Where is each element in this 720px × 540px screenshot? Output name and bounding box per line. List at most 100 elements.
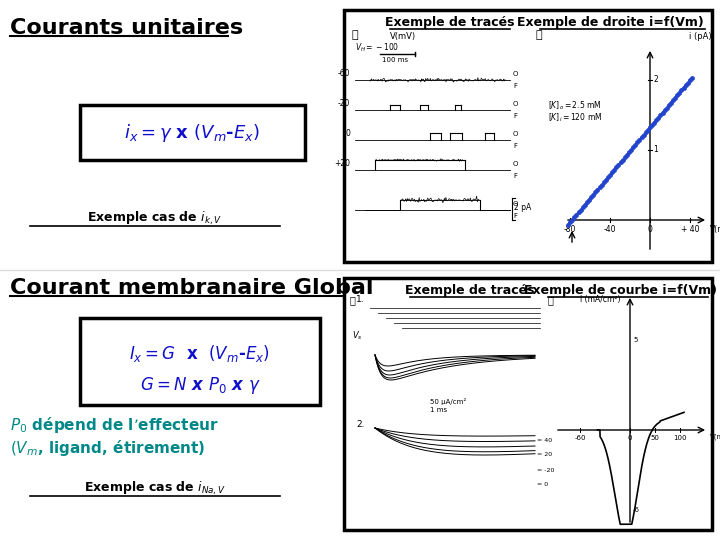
Point [665,98,677,107]
Text: = -20: = -20 [537,468,554,472]
Text: 0: 0 [628,435,632,441]
Text: V(mV): V(mV) [390,32,416,41]
Text: 1 ms: 1 ms [430,407,447,413]
Text: $G= N$ x $P_0$ x $\gamma$: $G= N$ x $P_0$ x $\gamma$ [140,375,261,396]
Text: V(mV): V(mV) [710,225,720,234]
Text: 0: 0 [647,225,652,234]
Point [642,126,654,134]
Text: O: O [513,101,518,107]
Text: -40: -40 [604,225,616,234]
Point [590,188,601,197]
Text: = 40: = 40 [537,437,552,442]
Text: F: F [513,173,517,179]
Point [647,120,658,129]
Text: F: F [513,143,517,149]
Text: Ⓑ: Ⓑ [535,30,541,40]
Text: 1: 1 [653,145,658,154]
Text: 5: 5 [633,337,637,343]
Text: V(mV): V(mV) [710,434,720,441]
Point [674,88,685,97]
Text: Ⓐ: Ⓐ [352,30,359,40]
Point [627,143,639,152]
Point [667,96,679,104]
Point [629,140,641,149]
Point [562,220,574,229]
Point [604,171,616,179]
Text: 50: 50 [651,435,660,441]
Point [564,218,576,227]
Text: $(V_m$, ligand, étirement): $(V_m$, ligand, étirement) [10,438,206,458]
Point [654,111,666,119]
Text: Exemple de droite i=f(Vm): Exemple de droite i=f(Vm) [517,16,703,29]
Text: F: F [513,83,517,89]
Text: Exemple de tracés: Exemple de tracés [405,284,535,297]
Text: Exemple cas de $i_{Na,V}$: Exemple cas de $i_{Na,V}$ [84,480,226,497]
Point [571,211,582,219]
Point [686,73,698,82]
Text: 50 μA/cm²: 50 μA/cm² [430,398,467,405]
Point [569,213,580,221]
Text: Courants unitaires: Courants unitaires [10,18,243,38]
Point [682,78,693,87]
Point [567,215,578,224]
Point [613,160,624,169]
Text: -60: -60 [338,69,350,78]
Text: 1.: 1. [356,295,364,304]
Bar [344,10,712,262]
Point [579,200,590,209]
Bar [344,278,712,530]
Text: + 40: + 40 [680,225,699,234]
Point [577,203,588,212]
Point [600,176,611,184]
Point [672,91,683,99]
Point [634,136,645,144]
Text: Courant membranaire Global: Courant membranaire Global [10,278,374,298]
Point [617,156,629,164]
Point [611,163,622,172]
Text: O: O [513,131,518,137]
Text: F: F [513,113,517,119]
Point [636,133,647,142]
Text: Exemple de tracés: Exemple de tracés [385,16,515,29]
Text: -80: -80 [564,225,576,234]
Point [640,128,652,137]
Text: -20: -20 [338,99,350,108]
Text: $I_x = G$  x  $(V_m$-$E_x)$: $I_x = G$ x $(V_m$-$E_x)$ [130,342,271,363]
Text: -60: -60 [575,435,586,441]
Point [624,148,635,157]
Text: 100 ms: 100 ms [382,57,408,63]
Text: I (mA/cm²): I (mA/cm²) [580,295,620,304]
Text: 2: 2 [653,76,658,84]
Point [592,186,603,194]
Text: $[K]_i = 120$ mM: $[K]_i = 120$ mM [548,112,603,125]
Text: $P_0$ dépend de l’effecteur: $P_0$ dépend de l’effecteur [10,415,219,435]
Bar [80,318,320,405]
Point [602,173,613,181]
Text: $V_s$: $V_s$ [352,330,363,342]
Point [659,106,670,114]
Point [575,205,586,214]
Point [588,191,599,199]
Point [684,76,696,84]
Text: $i_x = \gamma$ x $(V_m$-$E_x)$: $i_x = \gamma$ x $(V_m$-$E_x)$ [125,122,261,144]
Point [572,208,584,217]
Point [581,198,593,207]
Point [644,123,656,132]
Point [596,180,608,189]
Point [583,195,595,204]
Text: 2 pA: 2 pA [514,204,531,213]
Point [608,166,620,174]
Text: Exemple de courbe i=f(Vm): Exemple de courbe i=f(Vm) [523,284,716,297]
Text: +20: +20 [334,159,350,168]
Text: Ⓐ: Ⓐ [350,295,356,305]
Text: = 20: = 20 [537,453,552,457]
Point [631,138,643,147]
Point [606,168,618,177]
Text: i (pA): i (pA) [689,32,711,41]
Point [638,131,649,139]
Text: 100: 100 [673,435,687,441]
Point [678,83,689,92]
Point [680,81,691,90]
Point [619,153,631,162]
Point [676,86,688,94]
